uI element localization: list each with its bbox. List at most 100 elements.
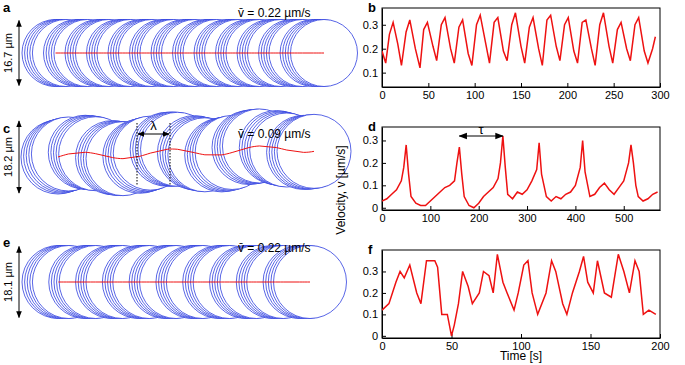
y-axis-line <box>382 9 383 88</box>
x-tick-label: 150 <box>512 89 530 101</box>
y-tick-label: 0.1 <box>363 179 378 191</box>
diameter-label: 18.1 µm <box>2 262 14 302</box>
tick: 50 <box>446 334 458 352</box>
y-tick-mark <box>382 140 386 141</box>
x-tick-mark <box>430 206 431 210</box>
x-tick-mark <box>527 206 528 210</box>
plot-area <box>382 13 655 68</box>
tick: 0.3 <box>363 19 386 31</box>
mean-velocity: v̄ = 0.22 µm/s <box>238 241 311 255</box>
panel-letter: a <box>3 0 11 15</box>
trajectory-line <box>56 53 325 54</box>
period-label: τ <box>479 122 485 137</box>
tick: 0 <box>379 206 385 224</box>
tick: 0.3 <box>363 134 386 146</box>
panel-letter: e <box>3 235 10 250</box>
panel-letter: d <box>368 119 376 134</box>
trajectory-panel: 16.7 µm <box>2 20 358 87</box>
x-tick-label: 200 <box>559 89 577 101</box>
tick: 150 <box>582 334 600 352</box>
y-axis-title: Velocity, v [µm/s] <box>334 145 348 234</box>
tick: 0 <box>379 334 385 352</box>
y-tick-label: 0.1 <box>363 67 378 79</box>
plot-area <box>382 136 658 208</box>
y-tick-mark <box>382 49 386 50</box>
y-tick-label: 0.3 <box>363 134 378 146</box>
velocity-line <box>382 13 655 68</box>
x-tick-label: 300 <box>651 89 669 101</box>
diameter-arrow <box>19 121 20 193</box>
diameter-arrow <box>19 21 20 86</box>
trajectory-line <box>59 282 311 283</box>
tick: 500 <box>615 206 633 224</box>
y-tick-label: 0 <box>372 202 378 214</box>
tick: 0.2 <box>363 157 386 169</box>
y-tick-label: 0.3 <box>363 19 378 31</box>
tick: 400 <box>567 206 585 224</box>
mean-velocity: v̄ = 0.22 µm/s <box>238 6 311 20</box>
x-tick-label: 0 <box>379 89 385 101</box>
y-tick-mark <box>382 336 386 337</box>
tick: 0.1 <box>363 179 386 191</box>
y-tick-mark <box>382 208 386 209</box>
tick: 100 <box>466 83 484 101</box>
y-axis-line <box>382 128 383 211</box>
y-tick-mark <box>382 185 386 186</box>
y-axis: 00.10.20.3 <box>363 251 386 342</box>
y-tick-label: 0.1 <box>363 308 378 320</box>
x-tick-label: 200 <box>470 212 488 224</box>
x-tick-mark <box>660 83 661 87</box>
y-axis: 0.10.20.3 <box>363 9 386 88</box>
x-tick-label: 300 <box>518 212 536 224</box>
y-tick-mark <box>382 25 386 26</box>
tick: 200 <box>559 83 577 101</box>
y-tick-mark <box>382 73 386 74</box>
x-tick-label: 150 <box>582 340 600 352</box>
diameter-label: 16.7 µm <box>2 33 14 73</box>
wavelength-label: λ <box>150 118 157 133</box>
x-tick-label: 100 <box>422 212 440 224</box>
tick: 0.2 <box>363 287 386 299</box>
trajectory-line <box>58 146 314 159</box>
x-tick-label: 100 <box>466 89 484 101</box>
trajectory-panel: 18.1 µm <box>2 246 347 319</box>
x-tick-label: 0 <box>379 340 385 352</box>
x-tick-mark <box>614 83 615 87</box>
diameter-label: 18.2 µm <box>2 137 14 177</box>
velocity-line <box>382 136 658 208</box>
tick: 200 <box>651 334 669 352</box>
x-tick-label: 50 <box>446 340 458 352</box>
chart: 0 50 100 150 200 250 300 0.10.20.3 <box>363 8 670 101</box>
x-tick-mark <box>591 334 592 338</box>
x-tick-mark <box>479 206 480 210</box>
x-tick-mark <box>521 83 522 87</box>
y-axis-line <box>382 251 383 339</box>
tick: 50 <box>423 83 435 101</box>
velocity-line <box>382 254 656 336</box>
y-tick-mark <box>382 271 386 272</box>
tick: 300 <box>651 83 669 101</box>
x-tick-mark <box>660 334 661 338</box>
x-tick-mark <box>521 334 522 338</box>
diameter-arrow <box>19 247 20 318</box>
plot-frame <box>382 127 660 210</box>
x-tick-label: 200 <box>651 340 669 352</box>
tick: 0.3 <box>363 265 386 277</box>
panel-letter: b <box>368 0 376 15</box>
wavelength-guide <box>170 123 171 186</box>
y-tick-mark <box>382 293 386 294</box>
tick: 250 <box>605 83 623 101</box>
y-tick-label: 0.2 <box>363 287 378 299</box>
x-axis-title: Time [s] <box>500 349 542 363</box>
x-axis: 0 50 100 150 200 250 300 <box>379 83 669 101</box>
x-tick-label: 250 <box>605 89 623 101</box>
mean-velocity: v̄ = 0.09 µm/s <box>238 127 311 141</box>
tick: 0 <box>372 202 386 214</box>
chart: 05010015020000.10.20.3 <box>363 250 670 352</box>
plot-frame <box>382 250 660 338</box>
y-tick-mark <box>382 163 386 164</box>
wavelength-arrow <box>138 134 169 135</box>
panel-letter: f <box>368 242 373 257</box>
x-tick-label: 50 <box>423 89 435 101</box>
x-tick-label: 500 <box>615 212 633 224</box>
